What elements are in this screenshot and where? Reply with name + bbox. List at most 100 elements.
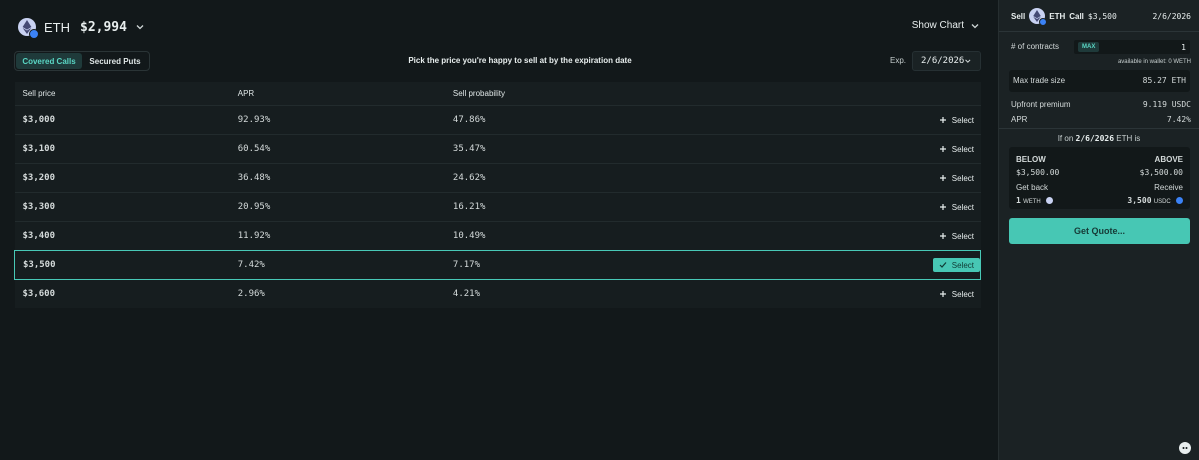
weth-icon <box>1045 197 1053 205</box>
premium-label: Upfront premium <box>1011 100 1071 109</box>
plus-icon <box>939 233 946 239</box>
receive-token: USDC <box>1153 199 1171 205</box>
apr-cell: 36.48% <box>229 163 445 193</box>
eth-icon <box>1029 8 1048 26</box>
probability-cell: 16.21% <box>444 192 661 222</box>
col-sell-probability: Sell probability <box>444 82 661 106</box>
table-row[interactable]: $3,300 20.95% 16.21% Select <box>14 192 981 222</box>
contracts-value: 1 <box>1181 42 1186 52</box>
apr-cell: 92.93% <box>229 105 445 135</box>
select-button[interactable]: Select <box>933 142 980 156</box>
receive-amount: 3,500 USDC <box>1127 196 1183 205</box>
select-button[interactable]: Select <box>933 229 980 243</box>
eth-icon <box>18 18 39 39</box>
select-button[interactable]: Select <box>933 113 980 127</box>
chevron-down-icon <box>971 23 979 28</box>
above-label: ABOVE <box>1154 155 1183 164</box>
table-row[interactable]: $3,100 60.54% 35.47% Select <box>14 134 981 164</box>
max-trade-row: Max trade size 85.27 ETH <box>1013 76 1186 85</box>
select-button[interactable]: Select <box>932 258 980 272</box>
chevron-down-icon <box>965 59 971 63</box>
premium-value: 9.119 USDC <box>1142 100 1191 109</box>
expiry-select[interactable]: 2/6/2026 <box>912 51 981 71</box>
show-chart-label: Show Chart <box>911 20 964 31</box>
order-date: 2/6/2026 <box>1152 11 1191 21</box>
table-row[interactable]: $3,600 2.96% 4.21% Select <box>14 279 981 308</box>
order-panel: Sell ETH Call $3,500 2/6/2026 # of contr… <box>998 0 1199 460</box>
col-sell-price: Sell price <box>14 82 230 106</box>
chain-badge-icon <box>1039 18 1048 26</box>
get-quote-button[interactable]: Get Quote... <box>1009 218 1190 244</box>
max-button[interactable]: MAX <box>1078 42 1100 52</box>
contracts-input[interactable]: MAX 1 <box>1074 40 1190 54</box>
below-label: BELOW <box>1016 155 1046 164</box>
select-button[interactable]: Select <box>933 200 980 214</box>
get-back-value: 1 <box>1016 196 1021 205</box>
select-label: Select <box>951 289 974 299</box>
action-cell: Select <box>660 250 981 280</box>
receive-value: 3,500 <box>1127 196 1152 205</box>
usdc-icon <box>1176 197 1183 205</box>
sell-price-cell: $3,000 <box>14 105 230 135</box>
apr-cell: 20.95% <box>229 192 445 222</box>
action-cell: Select <box>660 221 981 251</box>
select-button[interactable]: Select <box>933 287 980 301</box>
asset-selector[interactable]: ETH $2,994 <box>18 16 145 39</box>
chevron-down-icon <box>136 25 144 30</box>
max-trade-label: Max trade size <box>1013 76 1066 85</box>
order-asset: ETH <box>1049 11 1066 21</box>
strikes-table: Sell price APR Sell probability $3,000 92… <box>13 82 981 308</box>
select-label: Select <box>951 144 974 154</box>
below-value: $3,500.00 <box>1016 168 1060 177</box>
select-label: Select <box>951 115 974 125</box>
chain-badge-icon <box>29 29 39 39</box>
apr-value: 7.42% <box>1166 115 1191 124</box>
sell-price-cell: $3,100 <box>14 134 230 164</box>
table-row[interactable]: $3,000 92.93% 47.86% Select <box>14 105 981 135</box>
select-button[interactable]: Select <box>933 171 980 185</box>
table-row[interactable]: $3,500 7.42% 7.17% Select <box>13 250 981 280</box>
asset-price: $2,994 <box>80 19 127 35</box>
contracts-label: # of contracts <box>1011 42 1060 51</box>
premium-row: Upfront premium 9.119 USDC <box>1011 100 1191 109</box>
sell-price-cell: $3,400 <box>14 221 230 251</box>
strategy-tabs: Covered Calls Secured Puts <box>14 51 150 71</box>
scenario-date: 2/6/2026 <box>1075 134 1115 143</box>
plus-icon <box>939 291 946 297</box>
sell-price-cell: $3,500 <box>13 250 230 280</box>
get-back-token: WETH <box>1023 199 1041 205</box>
scenario-prefix: If on <box>1057 134 1074 143</box>
sell-price-cell: $3,600 <box>14 279 230 308</box>
plus-icon <box>939 175 946 181</box>
scenario-suffix: ETH is <box>1116 134 1141 143</box>
wallet-balance: available in wallet: 0 WETH <box>1117 59 1191 65</box>
main-area: ETH $2,994 Show Chart Covered Calls Secu… <box>13 16 981 308</box>
select-label: Select <box>951 231 974 241</box>
probability-cell: 7.17% <box>444 250 661 280</box>
col-apr: APR <box>229 82 445 106</box>
order-type: Call <box>1069 11 1084 21</box>
table-row[interactable]: $3,200 36.48% 24.62% Select <box>14 163 981 193</box>
sell-price-cell: $3,300 <box>14 192 230 222</box>
show-chart-toggle[interactable]: Show Chart <box>912 20 980 31</box>
table-row[interactable]: $3,400 11.92% 10.49% Select <box>14 221 981 251</box>
apr-cell: 7.42% <box>229 250 445 280</box>
action-cell: Select <box>660 279 981 308</box>
instruction-text: Pick the price you're happy to sell at b… <box>408 56 632 65</box>
col-action <box>660 82 981 106</box>
plus-icon <box>939 117 946 123</box>
order-side: Sell <box>1011 11 1026 21</box>
support-chat-icon[interactable] <box>1179 442 1191 454</box>
order-strike: $3,500 <box>1087 11 1117 21</box>
tab-secured-puts[interactable]: Secured Puts <box>89 56 141 66</box>
apr-row: APR 7.42% <box>1011 115 1191 124</box>
sell-price-cell: $3,200 <box>14 163 230 193</box>
divider <box>999 128 1199 129</box>
asset-symbol: ETH <box>44 19 70 35</box>
tab-covered-calls[interactable]: Covered Calls <box>16 53 82 69</box>
apr-cell: 60.54% <box>229 134 445 164</box>
probability-cell: 4.21% <box>444 279 661 308</box>
get-back-label: Get back <box>1016 183 1049 192</box>
order-summary: Sell ETH Call $3,500 2/6/2026 <box>1011 8 1191 26</box>
action-cell: Select <box>660 163 981 193</box>
